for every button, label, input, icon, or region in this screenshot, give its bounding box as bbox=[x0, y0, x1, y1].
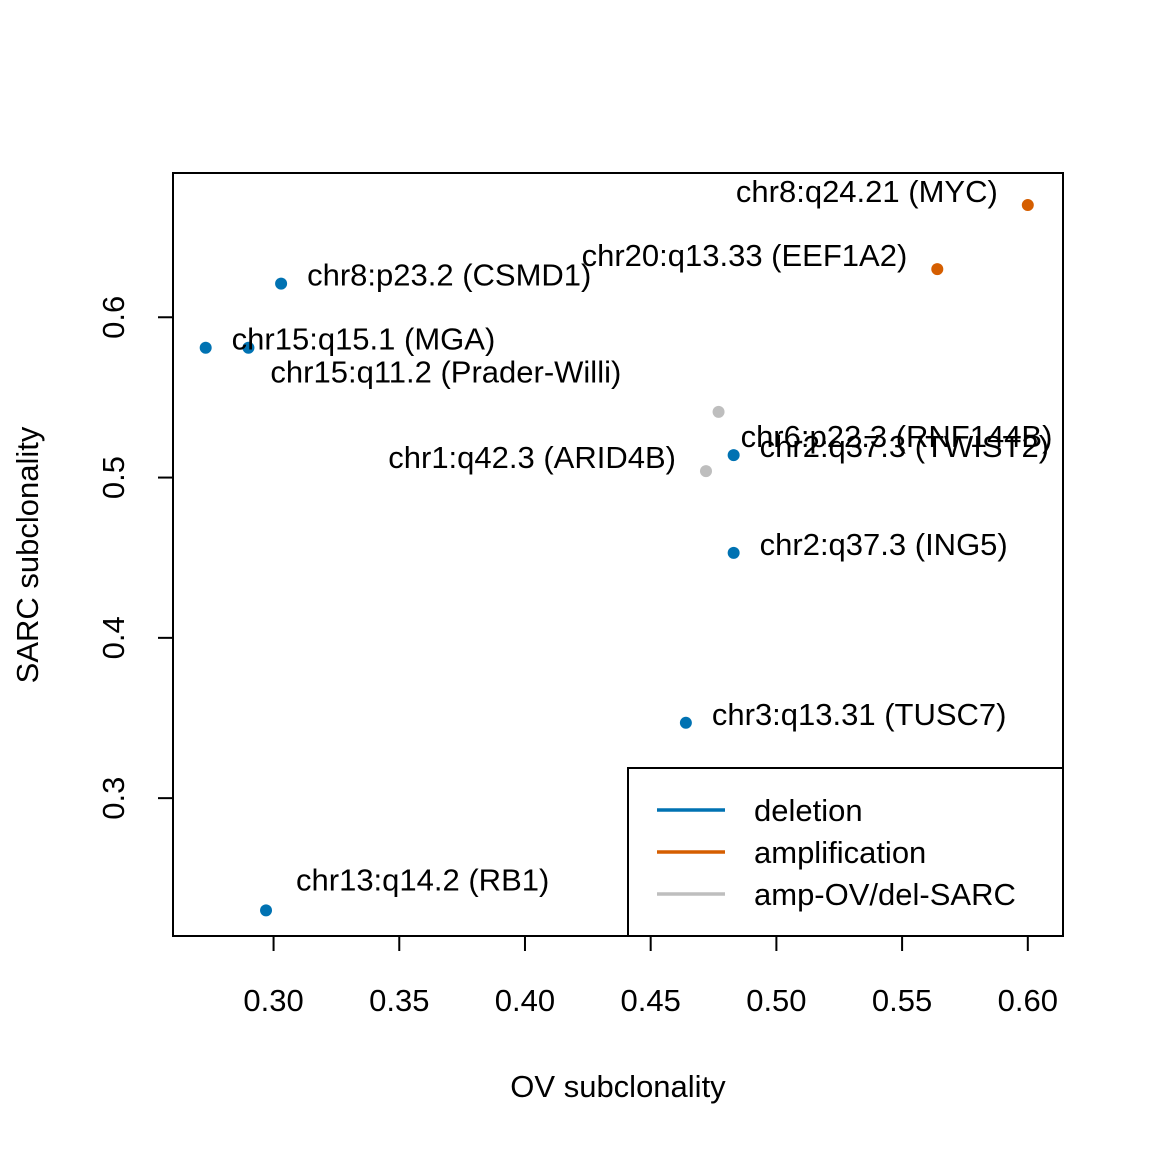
y-tick-label: 0.5 bbox=[96, 456, 131, 499]
y-axis: 0.3 0.4 0.5 0.6 bbox=[96, 296, 174, 820]
point-chr8-q24-21-myc bbox=[1021, 199, 1034, 212]
y-axis-title: SARC subclonality bbox=[10, 426, 45, 683]
x-tick-label: 0.35 bbox=[369, 983, 429, 1018]
y-tick-label: 0.3 bbox=[96, 777, 131, 820]
x-tick-label: 0.40 bbox=[495, 983, 555, 1018]
point-chr1-q42-3-arid4b bbox=[699, 465, 712, 478]
point-label: chr8:p23.2 (CSMD1) bbox=[307, 258, 591, 293]
point-label: chr13:q14.2 (RB1) bbox=[296, 862, 549, 897]
x-tick-label: 0.55 bbox=[872, 983, 932, 1018]
point-chr2-q37-3-twist2 bbox=[727, 449, 740, 462]
x-tick-label: 0.45 bbox=[621, 983, 681, 1018]
y-tick-label: 0.4 bbox=[96, 616, 131, 659]
y-tick-label: 0.6 bbox=[96, 296, 131, 339]
point-chr6-p22-3-rnf144b bbox=[712, 405, 725, 418]
point-label: chr15:q11.2 (Prader-Willi) bbox=[270, 355, 621, 390]
point-label: chr15:q15.1 (MGA) bbox=[232, 322, 496, 357]
x-axis-title: OV subclonality bbox=[510, 1069, 726, 1104]
point-label: chr3:q13.31 (TUSC7) bbox=[712, 697, 1007, 732]
points-layer bbox=[199, 199, 1034, 917]
point-label: chr6:p22.3 (RNF144B) bbox=[741, 419, 1053, 454]
point-labels-layer: chr8:q24.21 (MYC)chr20:q13.33 (EEF1A2)ch… bbox=[232, 174, 1053, 897]
point-label: chr1:q42.3 (ARID4B) bbox=[388, 440, 676, 475]
point-chr8-p23-2-csmd1 bbox=[275, 277, 288, 290]
x-tick-label: 0.60 bbox=[998, 983, 1058, 1018]
point-chr13-q14-2-rb1 bbox=[260, 904, 273, 917]
x-tick-label: 0.50 bbox=[746, 983, 806, 1018]
legend-label: deletion bbox=[754, 793, 863, 828]
point-chr15-q11-2-prader-willi bbox=[242, 341, 255, 354]
point-chr3-q13-31-tusc7 bbox=[679, 716, 692, 729]
point-chr15-q15-1-mga bbox=[199, 341, 212, 354]
legend-label: amplification bbox=[754, 835, 926, 870]
x-tick-label: 0.30 bbox=[243, 983, 303, 1018]
legend: deletion amplification amp-OV/del-SARC bbox=[627, 767, 1064, 937]
point-label: chr8:q24.21 (MYC) bbox=[736, 174, 998, 209]
point-chr20-q13-33-eef1a2 bbox=[931, 263, 944, 276]
point-label: chr2:q37.3 (ING5) bbox=[760, 527, 1008, 562]
point-chr2-q37-3-ing5 bbox=[727, 546, 740, 559]
point-label: chr20:q13.33 (EEF1A2) bbox=[582, 238, 908, 273]
point-label: chr2:q37.3 (TWIST2) bbox=[760, 429, 1049, 464]
legend-label: amp-OV/del-SARC bbox=[754, 877, 1016, 912]
